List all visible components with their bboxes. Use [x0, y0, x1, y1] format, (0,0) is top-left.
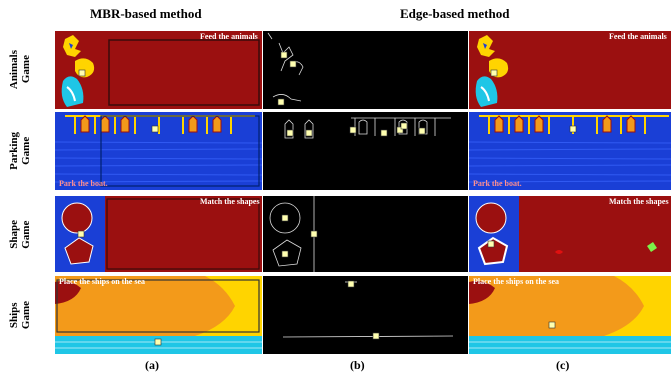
marker: [286, 129, 294, 137]
edge-column-title: Edge-based method: [400, 6, 510, 21]
game-text-animals-a: Feed the animals: [200, 32, 258, 41]
animals-edge-panel: [263, 31, 468, 109]
marker: [418, 127, 426, 135]
animals-mbr-panel: Feed the animals: [55, 31, 262, 109]
subfigure-label-b: (b): [350, 358, 365, 372]
marker: [396, 126, 404, 134]
parking-mbr-panel: Park the boat.: [55, 112, 262, 190]
marker: [548, 321, 556, 329]
subfigure-label-a: (a): [145, 358, 159, 372]
marker: [347, 280, 355, 288]
ships-result-panel: Place the ships on the sea: [469, 276, 671, 354]
row-label-ships: Ships Game: [8, 300, 32, 330]
game-text-parking-a: Park the boat.: [59, 179, 108, 188]
row-label-parking: Parking Game: [8, 132, 32, 170]
marker: [289, 60, 297, 68]
game-text-ships-c: Place the ships on the sea: [473, 277, 559, 286]
game-text-shape-c: Match the shapes: [609, 197, 669, 206]
marker: [569, 125, 577, 133]
marker: [78, 69, 86, 77]
row-label-shape: Shape Game: [8, 219, 32, 249]
animal-illustration: [61, 35, 95, 107]
shape-mbr-panel: Match the shapes: [55, 196, 262, 272]
shape-edge-panel: [263, 196, 468, 272]
marker: [77, 230, 85, 238]
game-text-parking-c: Park the boat.: [473, 179, 522, 188]
marker: [154, 338, 162, 346]
marker: [372, 332, 380, 340]
marker: [305, 129, 313, 137]
marker: [281, 250, 289, 258]
marker: [400, 122, 408, 130]
marker: [277, 98, 285, 106]
marker: [280, 51, 288, 59]
marker: [349, 126, 357, 134]
parking-edge-panel: [263, 112, 468, 190]
row-label-animals: Animals Game: [8, 50, 32, 90]
game-text-ships-a: Place the ships on the sea: [59, 277, 145, 286]
mbr-column-title: MBR-based method: [90, 6, 202, 21]
marker: [487, 240, 495, 248]
game-text-shape-a: Match the shapes: [200, 197, 260, 206]
game-text-animals-c: Feed the animals: [609, 32, 667, 41]
parking-result-panel: Park the boat.: [469, 112, 671, 190]
subfigure-label-c: (c): [556, 358, 570, 372]
marker: [380, 129, 388, 137]
ships-edge-panel: [263, 276, 468, 354]
marker: [490, 69, 498, 77]
ships-mbr-panel: Place the ships on the sea: [55, 276, 262, 354]
marker: [151, 125, 159, 133]
shape-result-panel: Match the shapes: [469, 196, 671, 272]
marker: [310, 230, 318, 238]
marker: [281, 214, 289, 222]
animals-result-panel: Feed the animals: [469, 31, 671, 109]
